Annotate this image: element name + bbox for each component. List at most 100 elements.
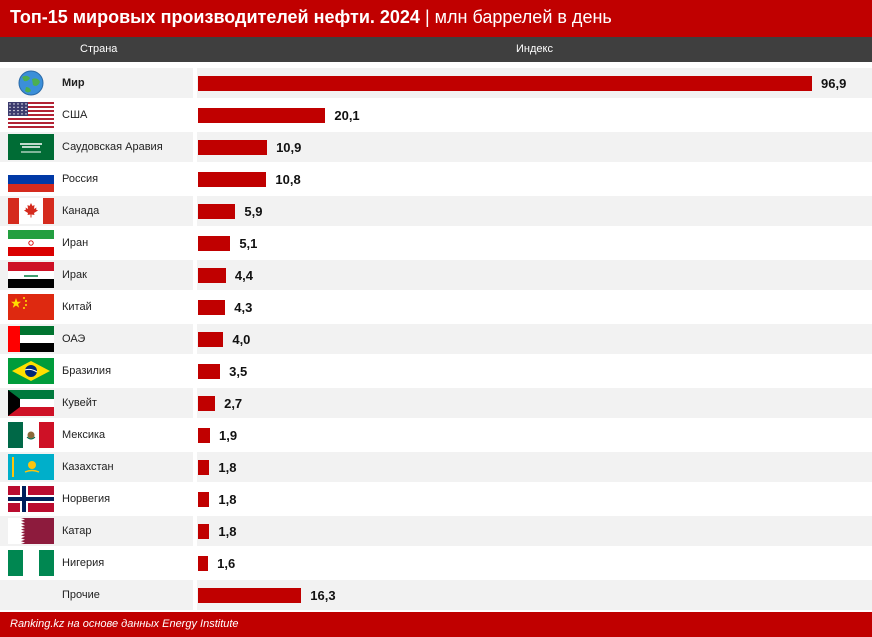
bar-brazil bbox=[198, 364, 221, 379]
row-bar-panel bbox=[197, 196, 872, 226]
category-label: Китай bbox=[62, 301, 92, 313]
column-header-country: Страна bbox=[80, 43, 118, 55]
bar-kazakhstan bbox=[198, 460, 210, 475]
category-label: США bbox=[62, 109, 88, 121]
nigeria-flag-icon bbox=[8, 550, 54, 576]
row-bar-panel bbox=[197, 484, 872, 514]
qatar-flag-icon bbox=[8, 518, 54, 544]
bar-other bbox=[198, 588, 302, 603]
data-label: 20,1 bbox=[334, 108, 360, 123]
chart-row: Канада 5,9 bbox=[0, 195, 872, 227]
data-label: 1,9 bbox=[219, 428, 238, 443]
row-bar-panel bbox=[197, 324, 872, 354]
bar-norway bbox=[198, 492, 210, 507]
data-label: 4,0 bbox=[232, 332, 251, 347]
chart-row: США 20,1 bbox=[0, 99, 872, 131]
chart-row: Бразилия 3,5 bbox=[0, 355, 872, 387]
chart-row: Иран 5,1 bbox=[0, 227, 872, 259]
data-label: 1,8 bbox=[218, 492, 237, 507]
category-label: Мир bbox=[62, 77, 85, 89]
category-label: Норвегия bbox=[62, 493, 111, 505]
chart-row: Прочие 16,3 bbox=[0, 579, 872, 611]
title-main: Топ-15 мировых производителей нефти. 202… bbox=[10, 7, 420, 27]
title-unit: млн баррелей в день bbox=[434, 7, 612, 27]
bar-iraq bbox=[198, 268, 226, 283]
brazil-flag-icon bbox=[8, 358, 54, 384]
chart-row: Ирак 4,4 bbox=[0, 259, 872, 291]
chart-row: Катар 1,8 bbox=[0, 515, 872, 547]
row-bar-panel bbox=[197, 516, 872, 546]
chart-row: Мексика 1,9 bbox=[0, 419, 872, 451]
row-bar-panel bbox=[197, 132, 872, 162]
mexico-flag-icon bbox=[8, 422, 54, 448]
category-label: Бразилия bbox=[62, 365, 112, 377]
bar-china bbox=[198, 300, 226, 315]
column-header-index: Индекс bbox=[516, 43, 553, 55]
bar-russia bbox=[198, 172, 267, 187]
usa-flag-icon bbox=[8, 102, 54, 128]
bar-mexico bbox=[198, 428, 211, 443]
row-bar-panel bbox=[197, 164, 872, 194]
data-label: 1,8 bbox=[218, 524, 237, 539]
uae-flag-icon bbox=[8, 326, 54, 352]
chart-row: Саудовская Аравия 10,9 bbox=[0, 131, 872, 163]
data-label: 96,9 bbox=[821, 76, 847, 91]
row-bar-panel bbox=[197, 388, 872, 418]
category-label: ОАЭ bbox=[62, 333, 86, 345]
china-flag-icon bbox=[8, 294, 54, 320]
bar-uae bbox=[198, 332, 224, 347]
row-bar-panel bbox=[197, 548, 872, 578]
chart-row: Норвегия 1,8 bbox=[0, 483, 872, 515]
iraq-flag-icon bbox=[8, 262, 54, 288]
category-label: Ирак bbox=[62, 269, 87, 281]
data-label: 4,3 bbox=[234, 300, 253, 315]
chart-row: Россия 10,8 bbox=[0, 163, 872, 195]
chart-row: Китай 4,3 bbox=[0, 291, 872, 323]
bar-canada bbox=[198, 204, 236, 219]
chart-row: Казахстан 1,8 bbox=[0, 451, 872, 483]
bar-qatar bbox=[198, 524, 210, 539]
kazakhstan-flag-icon bbox=[8, 454, 54, 480]
data-label: 5,1 bbox=[239, 236, 258, 251]
chart-row: Нигерия 1,6 bbox=[0, 547, 872, 579]
bar-usa bbox=[198, 108, 326, 123]
row-bar-panel bbox=[197, 292, 872, 322]
data-label: 5,9 bbox=[244, 204, 263, 219]
bar-kuwait bbox=[198, 396, 216, 411]
category-label: Мексика bbox=[62, 429, 106, 441]
bar-saudi-arabia bbox=[198, 140, 268, 155]
category-label: Иран bbox=[62, 237, 89, 249]
row-bar-panel bbox=[197, 452, 872, 482]
chart-row: ОАЭ 4,0 bbox=[0, 323, 872, 355]
category-label: Канада bbox=[62, 205, 100, 217]
category-label: Россия bbox=[62, 173, 99, 185]
data-label: 10,8 bbox=[275, 172, 301, 187]
title-bar: Топ-15 мировых производителей нефти. 202… bbox=[0, 0, 872, 37]
chart-row: Мир 96,9 bbox=[0, 67, 872, 99]
category-label: Катар bbox=[62, 525, 92, 537]
chart-row: Кувейт 2,7 bbox=[0, 387, 872, 419]
data-label: 3,5 bbox=[229, 364, 248, 379]
data-label: 1,8 bbox=[218, 460, 237, 475]
bar-globe bbox=[198, 76, 812, 91]
russia-flag-icon bbox=[8, 166, 54, 192]
saudi-arabia-flag-icon bbox=[8, 134, 54, 160]
chart-title: Топ-15 мировых производителей нефти. 202… bbox=[10, 7, 612, 28]
data-label: 4,4 bbox=[234, 268, 253, 283]
row-bar-panel bbox=[197, 260, 872, 290]
data-label: 1,6 bbox=[217, 556, 236, 571]
iran-flag-icon bbox=[8, 230, 54, 256]
title-separator: | bbox=[419, 7, 435, 27]
globe-icon bbox=[18, 70, 44, 96]
category-label: Кувейт bbox=[62, 397, 97, 409]
footer-bar: Ranking.kz на основе данных Energy Insti… bbox=[0, 612, 872, 637]
row-bar-panel bbox=[197, 228, 872, 258]
row-label-panel bbox=[0, 580, 193, 610]
data-label: 16,3 bbox=[310, 588, 336, 603]
bar-iran bbox=[198, 236, 231, 251]
category-label: Прочие bbox=[62, 589, 100, 601]
bar-nigeria bbox=[198, 556, 209, 571]
kuwait-flag-icon bbox=[8, 390, 54, 416]
source-note: Ranking.kz на основе данных Energy Insti… bbox=[10, 618, 239, 630]
category-label: Казахстан bbox=[62, 461, 114, 473]
